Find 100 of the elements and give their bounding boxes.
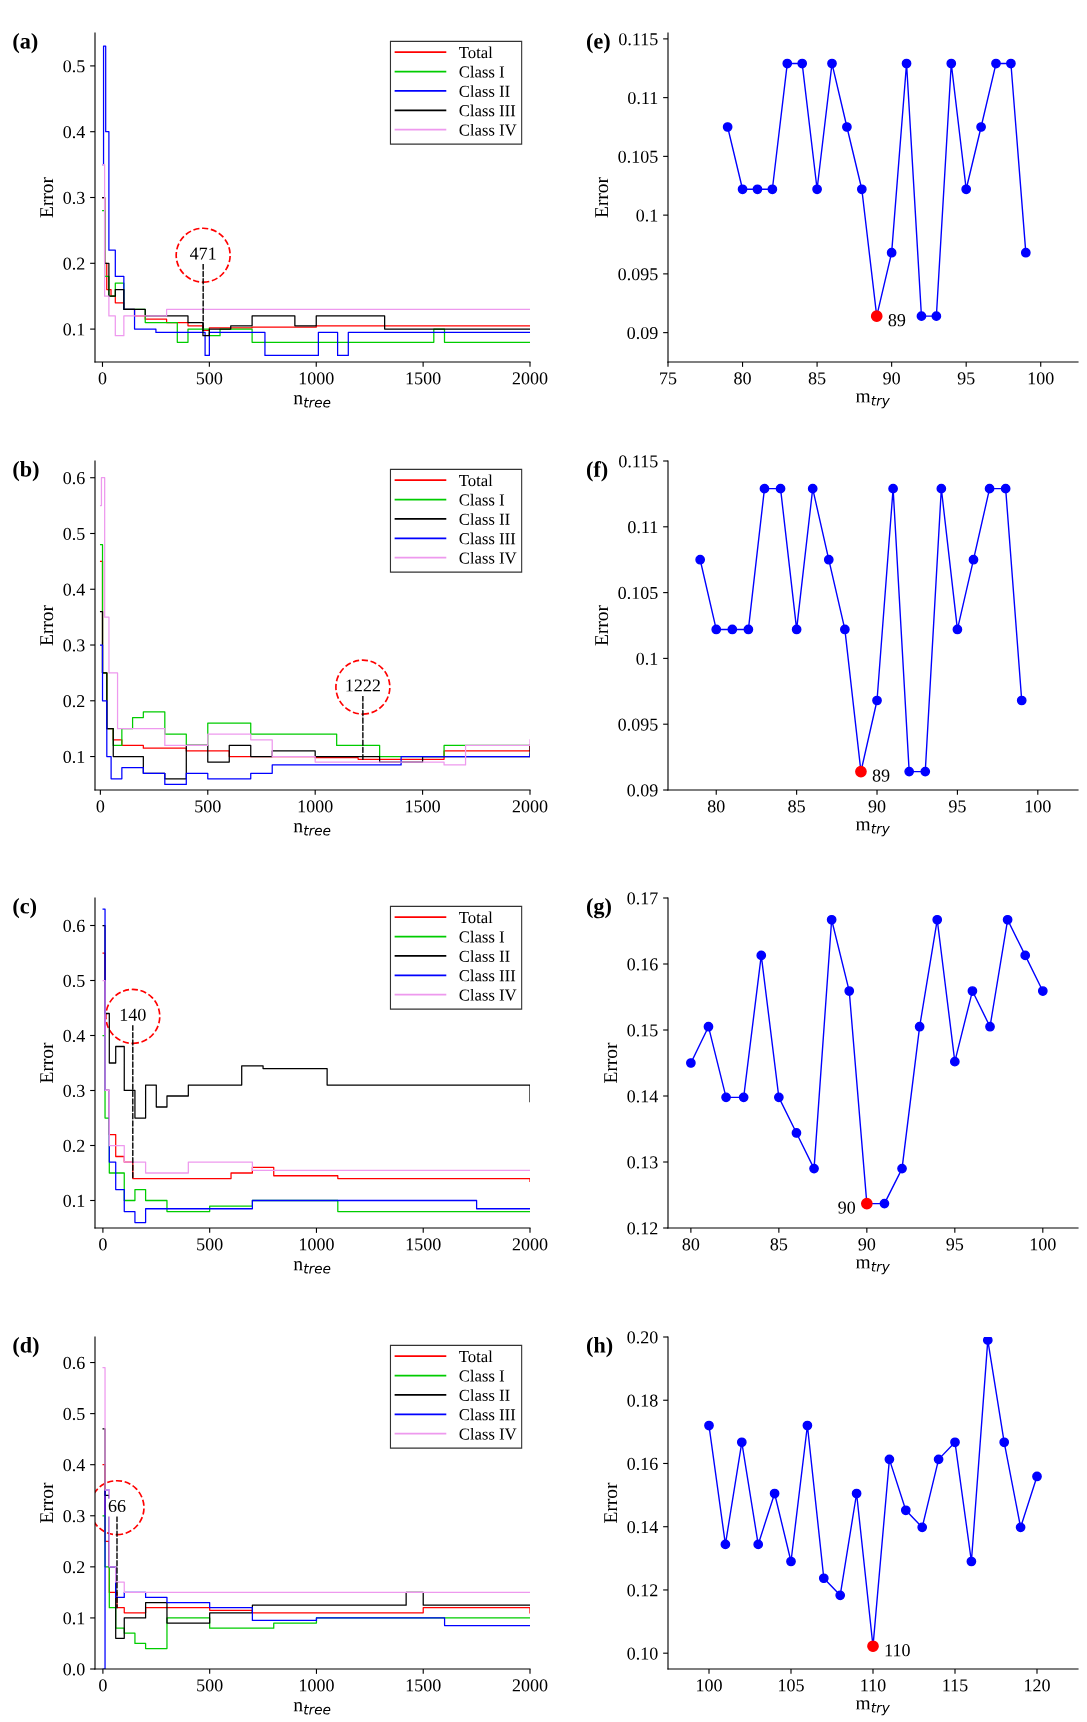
- point: [967, 986, 978, 996]
- point: [767, 184, 778, 195]
- legend-label: Total: [459, 1350, 493, 1363]
- legend-label: Class III: [459, 104, 516, 117]
- point: [721, 1092, 731, 1103]
- y-tick-label: 0.16: [627, 1457, 658, 1470]
- y-tick-label: 0.095: [618, 268, 658, 281]
- y-axis-title: Error: [40, 1042, 54, 1083]
- x-tick-label: 75: [660, 372, 677, 385]
- point: [1020, 950, 1031, 961]
- y-tick-label: 0.115: [619, 33, 658, 46]
- point: [1020, 247, 1031, 258]
- annotation: 1222: [346, 679, 380, 692]
- x-tick-label: 95: [946, 1238, 964, 1251]
- x-tick-label: 115: [943, 1679, 968, 1692]
- point: [946, 58, 957, 69]
- point: [916, 311, 927, 322]
- point: [773, 1092, 784, 1103]
- x-tick-label: 500: [196, 372, 223, 385]
- x-axis-title: m$_{try}$: [855, 1259, 890, 1275]
- y-tick-label: 0.1: [63, 323, 85, 336]
- y-tick-label: 0.6: [63, 471, 85, 485]
- y-tick-label: 0.16: [627, 958, 658, 971]
- x-tick-label: 105: [779, 1679, 804, 1692]
- point: [759, 483, 770, 494]
- point: [738, 1092, 749, 1103]
- x-tick-label: 1000: [299, 1679, 334, 1692]
- y-tick-label: 0.0: [63, 1663, 85, 1676]
- x-tick-label: 90: [858, 1238, 876, 1251]
- chart-title: (f): [586, 461, 608, 482]
- point: [756, 950, 767, 961]
- y-tick-label: 0.4: [63, 1458, 85, 1472]
- legend-label: Class I: [459, 65, 505, 78]
- x-tick-label: 90: [883, 372, 900, 385]
- x-tick-label: 1500: [406, 372, 441, 385]
- y-axis-title: Error: [40, 177, 54, 218]
- y-axis-title: Error: [595, 605, 609, 646]
- annotation: 89: [872, 769, 890, 782]
- point: [743, 624, 754, 635]
- point: [686, 1058, 696, 1068]
- point: [802, 1420, 813, 1431]
- y-tick-label: 0.17: [627, 892, 658, 905]
- y-tick-label: 0.20: [627, 1331, 658, 1344]
- point: [976, 122, 986, 132]
- point: [720, 1539, 731, 1550]
- point: [753, 1539, 764, 1550]
- point: [985, 1021, 995, 1032]
- annotation: 66: [108, 1499, 126, 1513]
- point: [897, 1163, 907, 1174]
- legend-label: Class I: [459, 930, 505, 943]
- x-tick-label: 110: [861, 1679, 886, 1692]
- legend-label: Class II: [459, 950, 510, 962]
- point: [737, 184, 748, 195]
- point: [886, 247, 897, 258]
- y-tick-label: 0.11: [628, 91, 658, 105]
- x-tick-label: 1000: [298, 800, 333, 813]
- point: [703, 1021, 714, 1032]
- point: [888, 483, 898, 494]
- y-tick-label: 0.1: [63, 750, 85, 764]
- x-tick-label: 0: [99, 1238, 107, 1251]
- x-tick-label: 85: [788, 800, 805, 813]
- x-axis-title: n$_{tree}$: [293, 823, 331, 836]
- y-tick-label: 0.13: [627, 1156, 658, 1169]
- point: [1002, 914, 1013, 925]
- x-tick-label: 1500: [406, 1679, 441, 1692]
- y-tick-label: 0.3: [63, 1084, 85, 1098]
- y-tick-label: 0.1: [636, 209, 658, 222]
- y-axis-title: Error: [40, 1482, 54, 1523]
- point: [917, 1522, 928, 1533]
- point: [812, 184, 822, 195]
- legend-label: Class IV: [459, 1427, 517, 1440]
- point: [711, 624, 722, 635]
- chart-title: (g): [586, 898, 611, 919]
- y-tick-label: 0.2: [63, 257, 85, 270]
- point: [727, 624, 738, 635]
- y-axis-title: Error: [604, 1042, 618, 1083]
- x-tick-label: 2000: [512, 1238, 548, 1251]
- x-tick-label: 100: [1030, 1238, 1056, 1251]
- y-tick-label: 0.3: [63, 1510, 85, 1523]
- y-tick-label: 0.105: [618, 150, 658, 163]
- annotation: 89: [888, 314, 906, 327]
- y-tick-label: 0.15: [627, 1024, 658, 1037]
- point: [952, 624, 963, 635]
- point: [818, 1573, 829, 1584]
- point: [1016, 695, 1027, 706]
- point: [884, 1454, 895, 1465]
- x-axis-title: n$_{tree}$: [293, 395, 331, 408]
- y-tick-label: 0.3: [63, 191, 85, 205]
- y-tick-label: 0.18: [627, 1394, 658, 1407]
- legend-label: Total: [459, 911, 493, 924]
- point: [827, 58, 837, 69]
- x-tick-label: 100: [1025, 800, 1051, 813]
- y-tick-label: 0.12: [627, 1584, 658, 1597]
- x-tick-label: 0: [96, 800, 105, 813]
- x-tick-label: 80: [682, 1238, 700, 1251]
- x-tick-label: 90: [868, 800, 886, 813]
- point: [695, 554, 706, 565]
- x-axis-title: n$_{tree}$: [293, 1702, 331, 1715]
- annotation: 110: [885, 1644, 910, 1657]
- chart-title: (e): [586, 33, 610, 54]
